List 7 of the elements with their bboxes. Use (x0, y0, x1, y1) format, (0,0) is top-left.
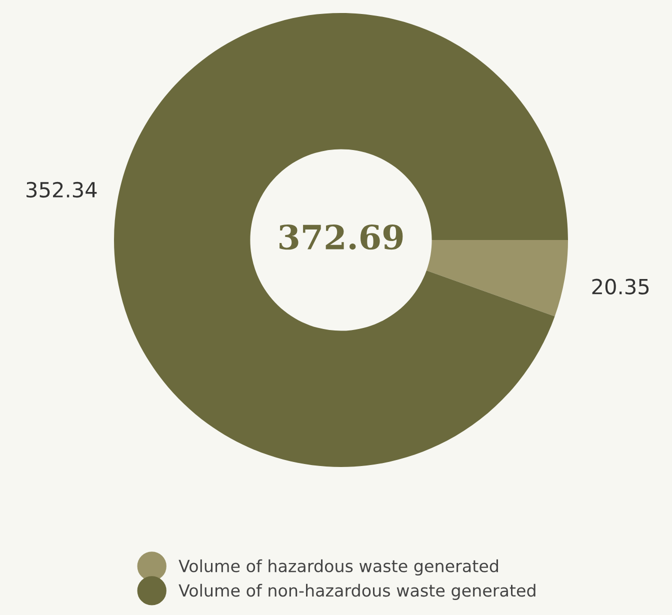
data-label: 352.34 (26, 182, 97, 198)
donut-slice (114, 13, 568, 467)
legend-label: Volume of non-hazardous waste generated (178, 584, 536, 600)
text: 372.69 (280, 224, 403, 250)
donut-slice (426, 240, 568, 316)
legend-label: Volume of hazardous waste generated (178, 559, 498, 576)
data-label: 20.35 (592, 278, 649, 294)
